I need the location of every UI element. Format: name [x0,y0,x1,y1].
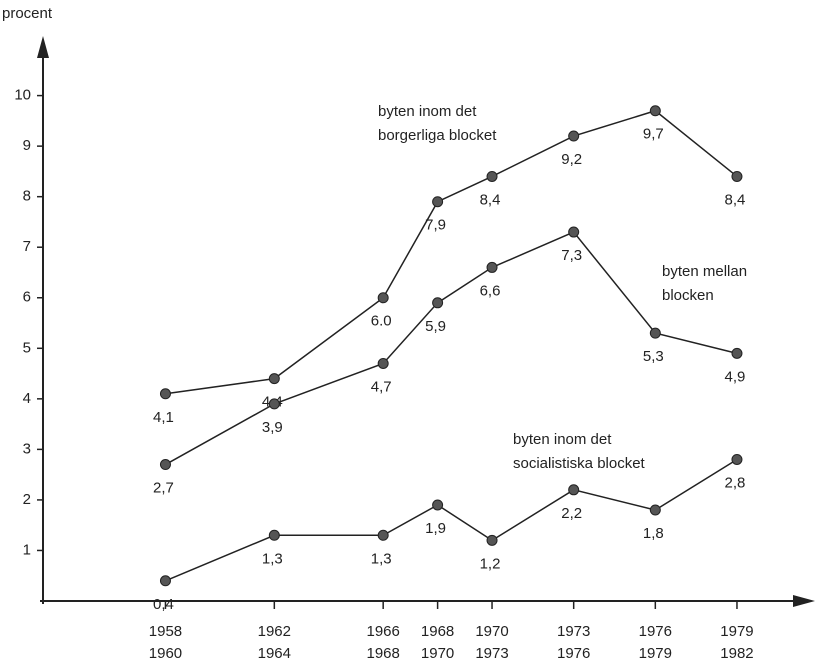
data-point [268,529,280,541]
x-tick-label: 1970 [421,645,454,662]
data-point [432,297,444,309]
data-point [486,534,498,546]
x-tick-label: 1979 [639,645,672,662]
data-label: 2,2 [561,505,582,522]
data-point [159,388,171,400]
data-label: 9,2 [561,151,582,168]
data-point [268,398,280,410]
data-point [268,373,280,385]
y-axis-label: procent [2,5,53,22]
y-tick-label: 9 [23,137,31,154]
x-tick-label: 1976 [557,645,590,662]
x-tick-label: 1973 [475,645,508,662]
data-point [377,292,389,304]
y-tick-label: 6 [23,289,31,306]
data-label: 1,3 [371,550,392,567]
data-point [159,575,171,587]
data-point [568,130,580,142]
x-tick-label: 1973 [557,623,590,640]
data-label: 7,3 [561,247,582,264]
data-label: 8,4 [480,191,501,208]
series-line [165,231,738,466]
data-point [377,529,389,541]
data-label: 6,6 [480,282,501,299]
x-tick-label: 1958 [149,623,182,640]
data-point [159,459,171,471]
data-point [649,105,661,117]
x-tick-label: 1976 [639,623,672,640]
y-tick-label: 4 [23,390,31,407]
x-axis-arrow [793,595,815,607]
data-label: 4,1 [153,409,174,426]
data-label: 8,4 [725,191,746,208]
legend-label: byten inom det [378,103,477,120]
data-label: 9,7 [643,126,664,143]
y-tick-label: 7 [23,238,31,255]
data-point [731,453,743,465]
data-label: 2,8 [725,474,746,491]
data-label: 1,3 [262,550,283,567]
y-tick-label: 10 [14,87,31,104]
y-tick-label: 5 [23,339,31,356]
data-label: 1,8 [643,525,664,542]
y-tick-label: 8 [23,188,31,205]
x-tick-label: 1968 [421,623,454,640]
x-tick-label: 1970 [475,623,508,640]
data-point [731,347,743,359]
data-point [568,226,580,238]
data-label: 1,9 [425,520,446,537]
legend-label: borgerliga blocket [378,127,497,144]
data-point [649,327,661,339]
y-tick-label: 3 [23,440,31,457]
data-point [486,170,498,182]
data-label: 6.0 [371,313,392,330]
legend-label: socialistiska blocket [513,455,646,472]
data-label: 7,9 [425,217,446,234]
data-point [568,484,580,496]
x-tick-label: 1968 [366,645,399,662]
y-tick-label: 2 [23,491,31,508]
data-label: 0,4 [153,596,174,613]
data-label: 2,7 [153,480,174,497]
y-tick-label: 1 [23,541,31,558]
series-line [165,458,738,582]
data-point [731,170,743,182]
x-tick-label: 1979 [720,623,753,640]
x-tick-label: 1962 [258,623,291,640]
x-tick-label: 1982 [720,645,753,662]
data-label: 1,2 [480,555,501,572]
x-tick-label: 1960 [149,645,182,662]
data-label: 4,9 [725,368,746,385]
data-point [432,499,444,511]
x-tick-label: 1964 [258,645,291,662]
data-point [486,261,498,273]
data-point [377,357,389,369]
legend-label: byten inom det [513,431,612,448]
data-label: 4,7 [371,378,392,395]
legend-label: byten mellan [662,263,747,280]
data-label: 5,3 [643,348,664,365]
legend-label: blocken [662,287,714,304]
data-label: 3,9 [262,419,283,436]
data-point [649,504,661,516]
data-label: 5,9 [425,318,446,335]
y-axis-arrow [37,36,49,58]
series-line [165,109,738,395]
data-point [432,196,444,208]
x-tick-label: 1966 [366,623,399,640]
